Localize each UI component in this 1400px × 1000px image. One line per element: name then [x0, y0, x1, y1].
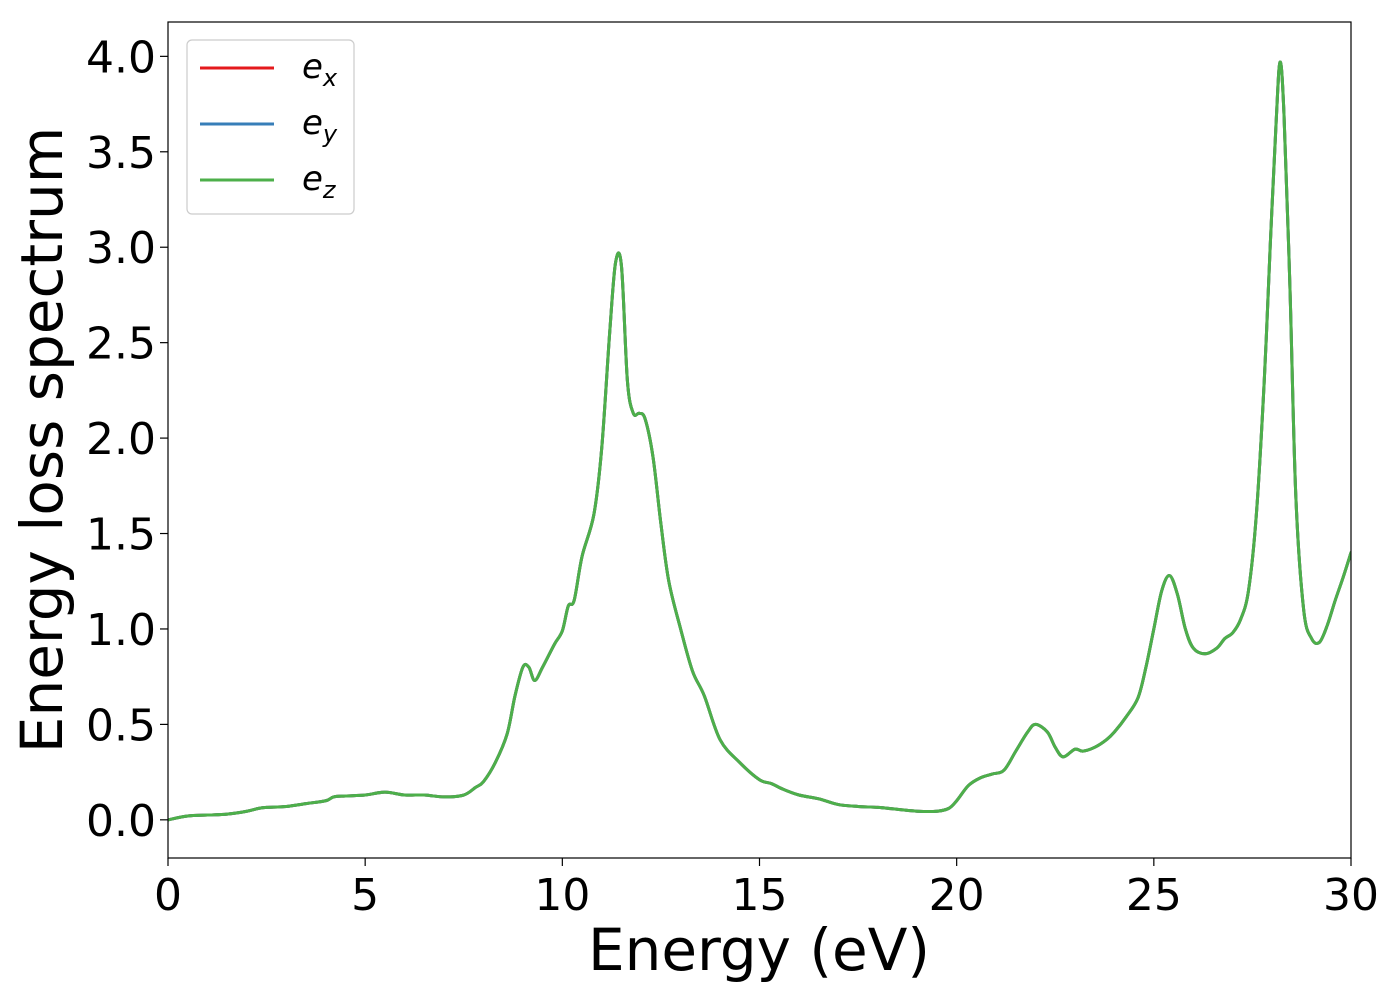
y-axis: 0.0 0.5 1.0 1.5 2.0 2.5 3.0 3.5 4.0	[86, 32, 168, 847]
x-tick-label: 0	[154, 870, 182, 921]
x-tick-label: 30	[1323, 870, 1379, 921]
y-tick-label: 3.5	[86, 128, 156, 179]
legend-label-base: e	[302, 47, 323, 87]
legend-label-base: e	[302, 103, 323, 143]
x-axis-title: Energy (eV)	[588, 916, 930, 984]
series-line-ez	[168, 60, 1351, 822]
legend-label-ey: ey	[302, 103, 338, 148]
y-tick-label: 2.0	[86, 414, 156, 465]
x-tick-label: 5	[351, 870, 379, 921]
legend-label-ex: ex	[302, 47, 338, 92]
legend-label-subscript: y	[322, 120, 338, 148]
y-tick-label: 1.0	[86, 605, 156, 656]
y-tick-label: 0.5	[86, 700, 156, 751]
legend-frame	[186, 39, 355, 215]
legend-label-subscript: z	[322, 176, 337, 204]
x-tick-label: 20	[929, 870, 985, 921]
legend-label-base: e	[302, 159, 323, 199]
y-axis-title: Energy loss spectrum	[8, 127, 76, 753]
y-tick-label: 3.0	[86, 223, 156, 274]
y-tick-label: 4.0	[86, 32, 156, 83]
series-layer	[168, 60, 1351, 822]
y-tick-label: 2.5	[86, 319, 156, 370]
legend-label-ez: ez	[302, 159, 337, 204]
x-axis: 0 5 10 15 20 25 30	[154, 858, 1379, 921]
x-tick-label: 10	[534, 870, 590, 921]
x-tick-label: 25	[1126, 870, 1182, 921]
legend-label-subscript: x	[322, 64, 338, 92]
x-tick-label: 15	[732, 870, 788, 921]
y-tick-label: 1.5	[86, 510, 156, 561]
y-tick-label: 0.0	[86, 796, 156, 847]
